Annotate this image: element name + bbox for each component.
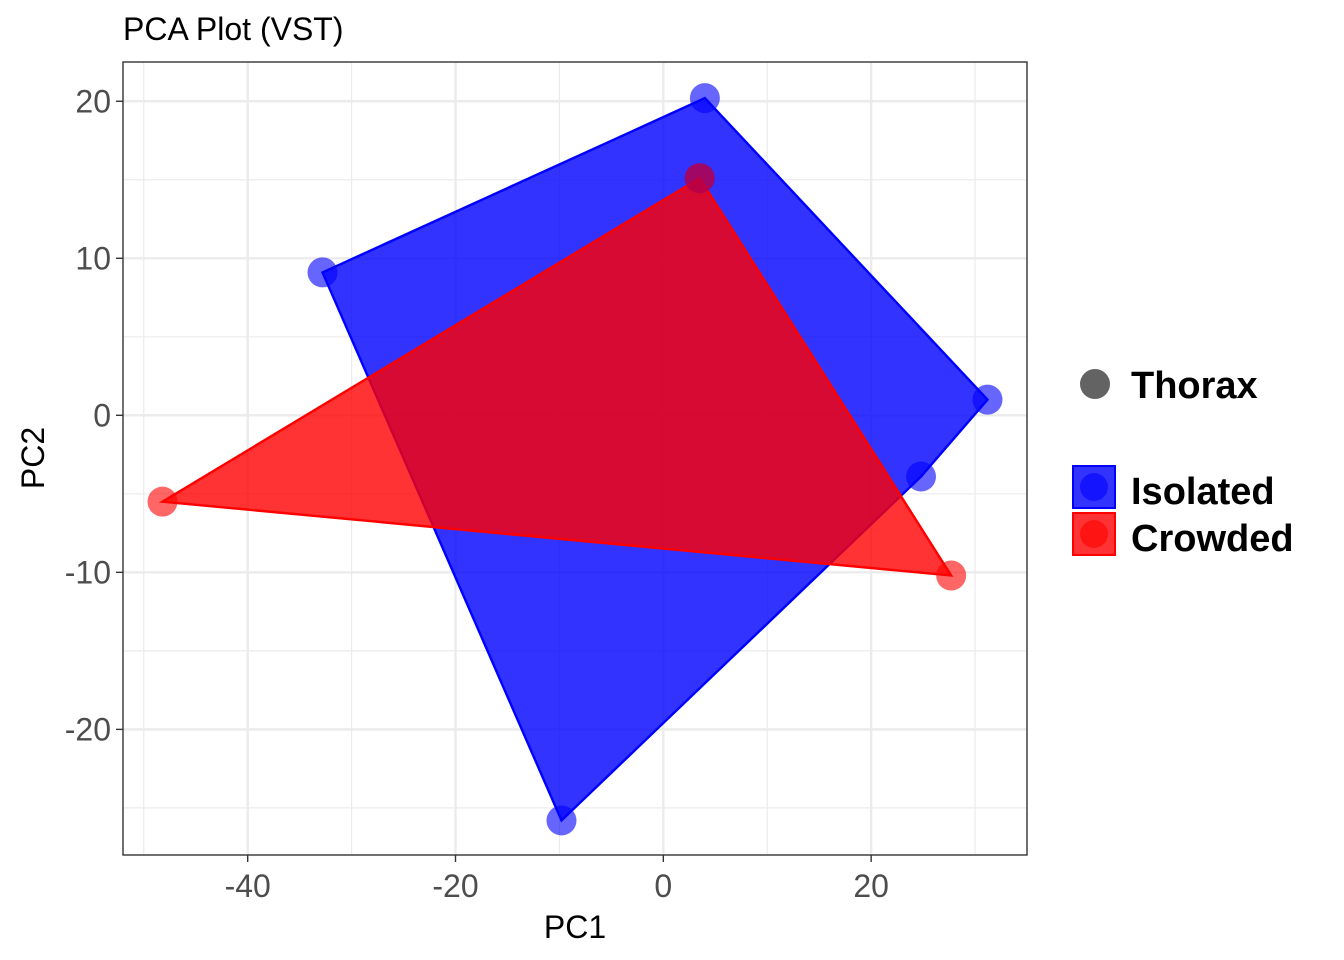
y-axis: -20 -10 0 10 20 bbox=[65, 83, 123, 747]
y-axis-title: PC2 bbox=[15, 427, 51, 489]
legend-isolated-dot bbox=[1080, 473, 1108, 501]
panel-border bbox=[122, 61, 1028, 856]
legend-shape-key bbox=[1080, 369, 1110, 399]
sample-points bbox=[147, 83, 1003, 836]
legend-crowded-dot bbox=[1080, 520, 1108, 548]
legend-crowded-label: Crowded bbox=[1131, 518, 1294, 560]
legend: Thorax Isolated Crowded bbox=[1072, 365, 1294, 560]
isolated-point bbox=[307, 257, 338, 288]
x-axis: -40 -20 0 20 bbox=[225, 855, 889, 904]
y-tick-label: 20 bbox=[75, 83, 111, 119]
x-tick-label: -20 bbox=[432, 868, 478, 904]
isolated-point bbox=[546, 805, 577, 836]
y-tick-label: -20 bbox=[65, 711, 111, 747]
x-tick-label: 0 bbox=[654, 868, 672, 904]
legend-shape-label: Thorax bbox=[1131, 365, 1258, 407]
crowded-point bbox=[936, 560, 967, 591]
y-tick-label: -10 bbox=[65, 554, 111, 590]
group-hulls bbox=[158, 96, 990, 823]
crowded-point bbox=[684, 163, 715, 194]
x-tick-label: 20 bbox=[853, 868, 889, 904]
x-axis-title: PC1 bbox=[544, 909, 606, 945]
isolated-point bbox=[972, 384, 1003, 415]
plot-panel bbox=[122, 61, 1028, 856]
legend-isolated-label: Isolated bbox=[1131, 471, 1275, 513]
isolated-point bbox=[689, 83, 720, 114]
crowded-hull bbox=[158, 176, 954, 577]
x-tick-label: -40 bbox=[225, 868, 271, 904]
y-tick-label: 10 bbox=[75, 240, 111, 276]
y-tick-label: 0 bbox=[93, 397, 111, 433]
isolated-point bbox=[906, 461, 937, 492]
crowded-point bbox=[147, 486, 178, 517]
chart-title: PCA Plot (VST) bbox=[123, 11, 344, 47]
